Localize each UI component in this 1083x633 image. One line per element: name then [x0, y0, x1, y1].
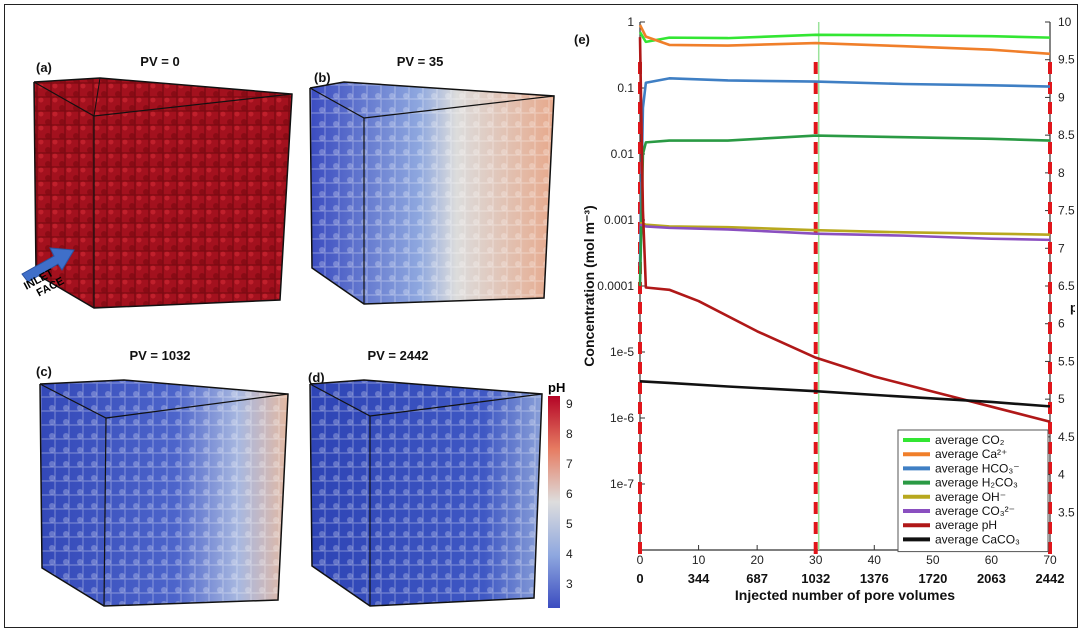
y-right-tick-label: 7 [1058, 241, 1065, 255]
x-tick-label: 60 [985, 553, 999, 567]
colorbar-tick: 8 [566, 427, 573, 441]
legend-entry: average pH [935, 518, 997, 532]
x-tick-label: 0 [637, 553, 644, 567]
y-right-tick-label: 7.5 [1058, 204, 1075, 218]
y-left-tick-label: 1e-5 [610, 345, 634, 359]
x-pv-tick-label: 2442 [1036, 571, 1065, 586]
legend-entry: average OH⁻ [935, 490, 1006, 504]
legend-box [897, 429, 1049, 553]
panel-c-letter: (c) [36, 364, 52, 379]
legend-entry: average CO₂ [935, 433, 1005, 447]
x-tick-label: 50 [926, 553, 940, 567]
x-pv-tick-label: 2063 [977, 571, 1006, 586]
x-pv-tick-label: 1376 [860, 571, 889, 586]
series-line [639, 379, 1051, 408]
y-left-tick-label: 0.001 [604, 213, 634, 227]
colorbar-tick: 5 [566, 517, 573, 531]
y-left-tick-label: 1e-6 [610, 411, 634, 425]
x-tick-label: 20 [750, 553, 764, 567]
y-right-tick-label: 5.5 [1058, 354, 1075, 368]
panel-a-letter: (a) [36, 60, 52, 75]
x-tick-label: 70 [1043, 553, 1057, 567]
y-right-axis-label: pH [1070, 300, 1075, 315]
panel-a-title: PV = 0 [140, 54, 180, 69]
x-pv-tick-label: 1032 [801, 571, 830, 586]
panel-b-letter: (b) [314, 70, 331, 85]
y-right-tick-label: 4.5 [1058, 430, 1075, 444]
y-right-tick-label: 9.5 [1058, 53, 1075, 67]
colorbar-title: pH [548, 380, 566, 395]
colorbar [548, 396, 560, 608]
x-pv-tick-label: 344 [688, 571, 710, 586]
y-left-tick-label: 0.01 [611, 147, 635, 161]
x-pv-tick-label: 0 [636, 571, 643, 586]
cube-pv-35 [309, 81, 555, 305]
series-line [638, 24, 1051, 56]
colorbar-tick: 7 [566, 457, 573, 471]
colorbar-tick: 3 [566, 577, 573, 591]
y-right-tick-label: 3.5 [1058, 505, 1075, 519]
series-line [639, 223, 1051, 242]
x-pv-tick-label: 1720 [918, 571, 947, 586]
panel-e-letter: (e) [574, 32, 590, 47]
y-left-tick-label: 1e-7 [610, 477, 634, 491]
legend-entry: average HCO₃⁻ [935, 461, 1020, 475]
x-pv-tick-label: 687 [746, 571, 768, 586]
y-right-tick-label: 6 [1058, 317, 1065, 331]
colorbar-tick: 6 [566, 487, 573, 501]
y-right-tick-label: 8 [1058, 166, 1065, 180]
y-left-tick-label: 0.1 [617, 81, 634, 95]
y-right-tick-label: 8.5 [1058, 128, 1075, 142]
colorbar-tick: 9 [566, 397, 573, 411]
series-line [638, 77, 1051, 267]
y-right-tick-label: 9 [1058, 90, 1065, 104]
legend-entry: average CaCO₃ [935, 532, 1020, 546]
inlet-arrow-icon [21, 247, 75, 283]
series-line [638, 134, 1051, 287]
panel-b-title: PV = 35 [396, 54, 444, 69]
legend-entry: average H₂CO₃ [935, 476, 1018, 490]
panel-d-letter: (d) [308, 370, 325, 385]
panel-c-title: PV = 1032 [129, 348, 191, 363]
x-axis-label: Injected number of pore volumes [735, 587, 955, 603]
series-line [638, 37, 1051, 424]
y-right-tick-label: 5 [1058, 392, 1065, 406]
x-tick-label: 10 [692, 553, 706, 567]
figure-frame [4, 4, 1078, 628]
y-right-tick-label: 10 [1058, 15, 1072, 29]
y-right-tick-label: 4 [1058, 468, 1065, 482]
colorbar-tick: 4 [566, 547, 573, 561]
cube-pv-1032 [39, 379, 289, 607]
y-axis-label: Concentration (mol m⁻³) [581, 205, 597, 366]
x-tick-label: 30 [809, 553, 823, 567]
series-line [639, 221, 1051, 236]
y-right-tick-label: 6.5 [1058, 279, 1075, 293]
y-left-tick-label: 1 [627, 15, 634, 29]
cube-pv-2442 [309, 379, 543, 607]
line-chart: 1 0.1 0.01 0.001 0.0001 1e-5 1e-6 1e-7 10 9.5 9 8.5… [574, 15, 1075, 603]
x-tick-label: 40 [868, 553, 882, 567]
series-line [638, 31, 1051, 44]
legend-entry: average Ca²⁺ [935, 447, 1007, 461]
legend-entry: average CO₃²⁻ [935, 504, 1015, 518]
y-left-tick-label: 0.0001 [597, 279, 634, 293]
panel-d-title: PV = 2442 [367, 348, 429, 363]
